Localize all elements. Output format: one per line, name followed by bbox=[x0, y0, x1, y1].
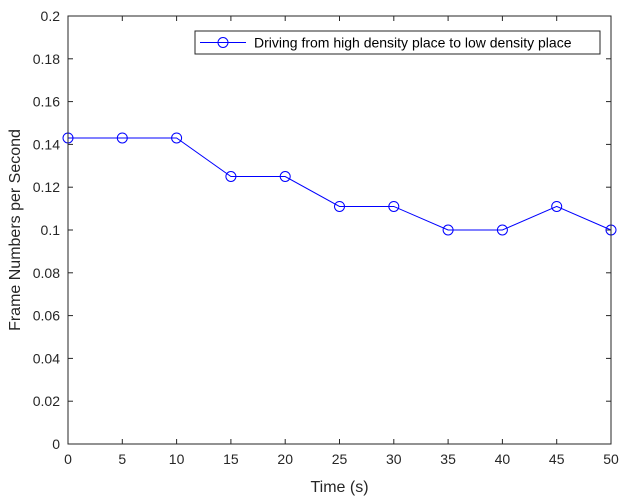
x-tick-label: 40 bbox=[495, 451, 511, 467]
x-tick-label: 45 bbox=[549, 451, 565, 467]
series-line bbox=[68, 137, 612, 231]
data-point bbox=[334, 200, 345, 212]
x-tick-label: 50 bbox=[603, 451, 619, 467]
x-tick-label: 0 bbox=[64, 451, 72, 467]
data-point bbox=[496, 224, 508, 236]
x-tick-label: 20 bbox=[277, 451, 293, 467]
y-tick-label: 0 bbox=[52, 436, 60, 452]
y-tick-label: 0.2 bbox=[41, 8, 61, 24]
plot-frame bbox=[67, 15, 612, 445]
data-point bbox=[116, 132, 128, 144]
data-point bbox=[388, 200, 400, 212]
legend: Driving from high density place to low d… bbox=[194, 30, 601, 55]
x-tick-label: 25 bbox=[332, 451, 348, 467]
y-tick-label: 0.14 bbox=[33, 136, 60, 152]
data-point bbox=[225, 171, 237, 182]
data-point bbox=[279, 171, 291, 182]
plot-background bbox=[68, 16, 611, 444]
x-tick-label: 15 bbox=[223, 451, 239, 467]
y-tick-label: 0.1 bbox=[41, 222, 61, 238]
legend-box bbox=[194, 30, 601, 55]
x-tick-label: 30 bbox=[386, 451, 402, 467]
y-tick-label: 0.06 bbox=[33, 308, 60, 324]
y-tick-label: 0.02 bbox=[33, 393, 60, 409]
x-tick-label: 5 bbox=[118, 451, 126, 467]
tick-labels: 0 5 10 15 20 25 30 35 40 45 50 0 0.02 0.04 0.06 0.08 0.1… bbox=[33, 8, 619, 467]
data-point bbox=[442, 224, 454, 236]
x-tick-label: 35 bbox=[440, 451, 456, 467]
y-tick-label: 0.18 bbox=[33, 51, 60, 67]
x-tick-label: 10 bbox=[169, 451, 185, 467]
data-point bbox=[551, 200, 563, 212]
data-point bbox=[171, 132, 183, 144]
legend-marker-sample bbox=[217, 37, 229, 48]
y-tick-label: 0.04 bbox=[33, 350, 60, 366]
x-axis-label: Time (s) bbox=[310, 479, 368, 496]
y-tick-label: 0.08 bbox=[33, 265, 60, 281]
legend-entry-label: Driving from high density place to low d… bbox=[254, 35, 572, 51]
y-tick-label: 0.12 bbox=[33, 179, 60, 195]
y-tick-label: 0.16 bbox=[33, 94, 60, 110]
y-axis-label: Frame Numbers per Second bbox=[7, 129, 24, 331]
